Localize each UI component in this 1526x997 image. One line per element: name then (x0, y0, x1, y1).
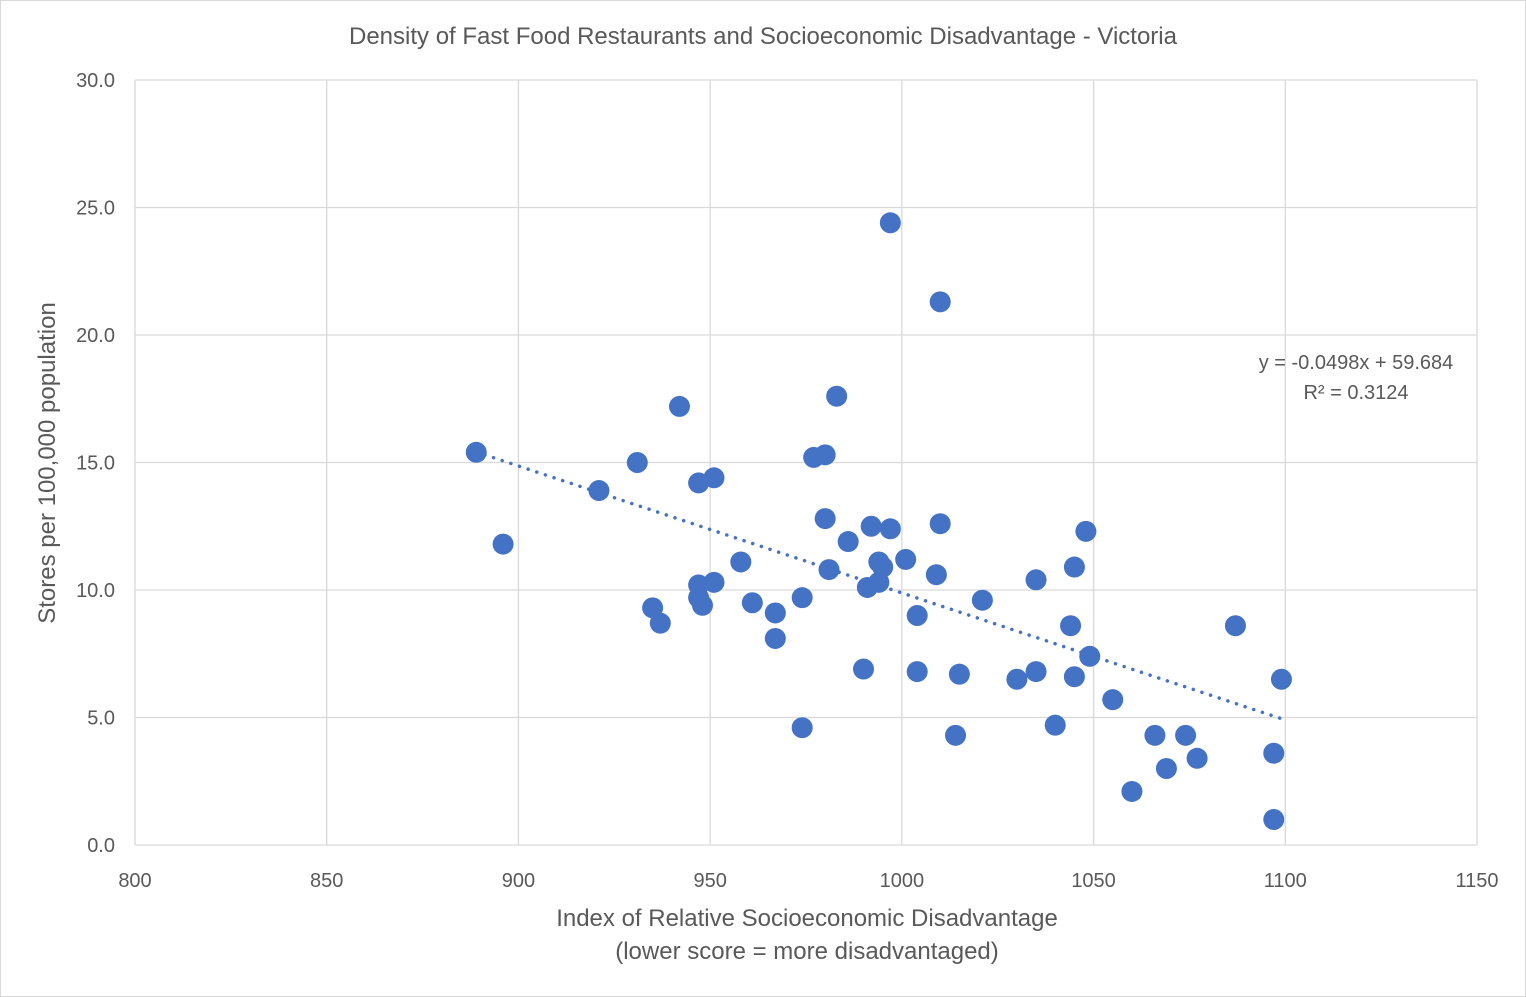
data-point (1079, 645, 1101, 667)
x-tick-label: 1100 (1264, 870, 1307, 892)
data-point (1175, 724, 1197, 746)
data-point (814, 508, 836, 530)
x-tick-label: 1000 (880, 870, 925, 892)
data-point (1025, 569, 1047, 591)
chart-title: Density of Fast Food Restaurants and Soc… (349, 23, 1178, 50)
x-tick-label: 1050 (1071, 870, 1116, 892)
y-tick-label: 30.0 (76, 70, 115, 92)
data-point (649, 612, 671, 634)
data-point (703, 571, 725, 593)
data-point (1006, 668, 1028, 690)
data-point (1075, 520, 1097, 542)
data-point (764, 602, 786, 624)
x-axis-title: Index of Relative Socioeconomic Disadvan… (556, 905, 1058, 932)
data-point (872, 556, 894, 578)
data-point (1063, 666, 1085, 688)
data-point (1102, 689, 1124, 711)
data-point (691, 594, 713, 616)
data-point (929, 291, 951, 313)
x-tick-label: 800 (118, 870, 151, 892)
data-point (814, 444, 836, 466)
tick-labels: 800 850 900 950 1000 1050 1100 1150 0.0 5.0 10.0 15… (76, 70, 1498, 892)
data-point (730, 551, 752, 573)
data-point (1144, 724, 1166, 746)
data-point (837, 531, 859, 553)
trendline-equation: y = -0.0498x + 59.684 (1259, 352, 1454, 374)
y-tick-label: 15.0 (76, 453, 115, 475)
data-point (791, 587, 813, 609)
data-point (1155, 758, 1177, 779)
y-axis-title: Stores per 100,000 population (34, 302, 61, 624)
data-point (945, 724, 967, 746)
data-point (929, 513, 951, 535)
data-point (588, 480, 610, 502)
x-tick-label: 1150 (1455, 870, 1498, 892)
data-point (948, 663, 970, 685)
data-point (971, 589, 993, 611)
y-tick-label: 5.0 (87, 708, 115, 730)
data-point (703, 467, 725, 489)
x-tick-label: 850 (310, 870, 343, 892)
data-point (626, 452, 648, 473)
data-point (1263, 742, 1285, 764)
data-point (1044, 714, 1066, 736)
gridlines (134, 79, 1478, 846)
data-point (925, 564, 947, 586)
data-point (764, 627, 786, 649)
data-point (1224, 615, 1246, 637)
data-point (492, 533, 514, 555)
data-point (906, 661, 928, 683)
data-point (1063, 556, 1085, 578)
data-point (879, 212, 901, 234)
data-point (1263, 809, 1285, 830)
x-tick-label: 900 (502, 870, 535, 892)
trendline-r-squared: R² = 0.3124 (1303, 382, 1408, 404)
data-point (668, 395, 690, 417)
data-point (1025, 661, 1047, 683)
data-point (818, 559, 840, 581)
y-tick-label: 0.0 (87, 835, 115, 857)
data-point (791, 717, 813, 739)
data-point (879, 518, 901, 540)
y-tick-label: 20.0 (76, 325, 115, 347)
y-tick-label: 25.0 (76, 198, 115, 220)
y-tick-label: 10.0 (76, 580, 115, 602)
data-point (741, 592, 763, 614)
data-point (895, 548, 917, 570)
data-point (1186, 747, 1208, 769)
x-axis-subtitle: (lower score = more disadvantaged) (615, 938, 999, 965)
x-tick-label: 950 (693, 870, 726, 892)
data-point (826, 385, 848, 407)
data-points (465, 212, 1292, 830)
data-point (1270, 668, 1292, 690)
data-point (465, 441, 487, 463)
data-point (1121, 780, 1143, 802)
data-point (906, 605, 928, 626)
data-point (1060, 615, 1082, 637)
data-point (860, 515, 882, 537)
data-point (853, 658, 875, 680)
